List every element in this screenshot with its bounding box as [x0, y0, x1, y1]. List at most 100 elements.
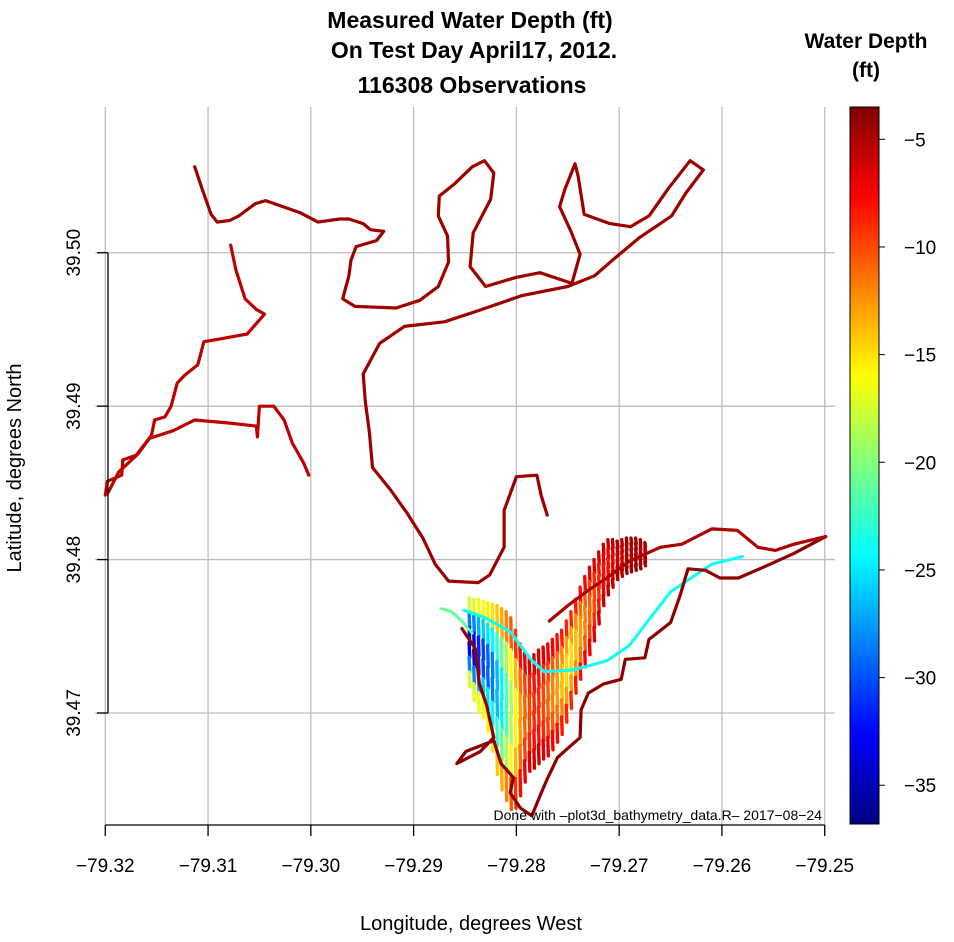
depth-transect-segment — [490, 602, 495, 631]
depth-transect-segment — [546, 679, 551, 702]
depth-transect-segment — [596, 586, 601, 602]
depth-transect-segment — [532, 728, 537, 752]
depth-transect-segment — [499, 637, 504, 671]
depth-transect-segment — [592, 557, 597, 575]
depth-transect-segment — [578, 631, 583, 651]
depth-transect-segment — [513, 687, 518, 721]
depth-transect-segment — [546, 735, 551, 758]
depth-transect-segment — [596, 562, 601, 578]
colorbar-tick-label: −5 — [904, 130, 926, 151]
x-tick-label: −79.32 — [76, 856, 135, 877]
depth-transect-segment — [587, 609, 592, 628]
colorbar-tick-label: −10 — [904, 238, 936, 259]
depth-transect-segment — [550, 674, 555, 697]
depth-transect-segment — [601, 583, 606, 598]
depth-transect-segment — [476, 635, 481, 658]
depth-transect-segment — [550, 692, 555, 715]
x-tick-label: −79.27 — [590, 856, 649, 877]
depth-transect-segment — [546, 716, 551, 739]
y-tick-label: 39.50 — [64, 229, 85, 277]
depth-transect-segment — [555, 686, 560, 709]
depth-transect-segment — [485, 622, 490, 648]
colorbar-tick-label: −35 — [904, 776, 936, 797]
depth-transect-segment — [587, 565, 592, 584]
depth-transect-segment — [518, 743, 523, 773]
depth-transect-segment — [555, 650, 560, 673]
depth-transect-segment — [472, 648, 477, 669]
basin-north-rim — [547, 527, 828, 623]
depth-transect-segment — [559, 698, 564, 719]
depth-transect-segment — [536, 705, 541, 728]
depth-transect-segment — [467, 670, 472, 689]
depth-transect-segment — [495, 716, 500, 748]
depth-transect-segment — [559, 663, 564, 685]
depth-transect-segment — [550, 711, 555, 734]
annotation-text: Done with –plot3d_bathymetry_data.R– 201… — [494, 807, 823, 823]
west-arm-track — [103, 243, 311, 497]
depth-transect-segment — [527, 674, 532, 698]
depth-transect-segment — [606, 583, 611, 597]
depth-transect-segment — [518, 692, 523, 722]
depth-transect-segment — [569, 642, 574, 662]
shoreline-track — [193, 159, 706, 585]
depth-transect-segment — [559, 715, 564, 737]
colorbar — [849, 106, 880, 825]
depth-transect-segment — [532, 709, 537, 733]
colorbar-tick-label: −25 — [904, 561, 936, 582]
depth-transect-segment — [555, 668, 560, 691]
depth-transect-segment — [504, 610, 509, 645]
depth-transect-segment — [532, 690, 537, 714]
depth-transect-segment — [550, 729, 555, 752]
depth-transect-segment — [499, 606, 504, 641]
depth-transect-segment — [490, 651, 495, 680]
y-axis-label: Latitude, degrees North — [4, 363, 26, 572]
depth-transect-segment — [532, 747, 537, 770]
depth-transect-segment — [638, 562, 643, 571]
depth-transect-segment — [555, 704, 560, 726]
depth-transect-segment — [467, 611, 472, 630]
depth-transect-segment — [643, 560, 648, 568]
depth-transect-segment — [592, 584, 597, 602]
depth-transect-segment — [559, 645, 564, 667]
depth-transect-segment — [495, 603, 500, 636]
depth-transect-segment — [583, 620, 588, 639]
depth-transect-segment — [536, 724, 541, 747]
x-tick-label: −79.29 — [384, 856, 443, 877]
depth-transect-segment — [601, 552, 606, 567]
depth-transect-segment — [601, 593, 606, 608]
depth-transect-segment — [481, 618, 486, 642]
depth-transect-segment — [536, 686, 541, 709]
depth-transect-segment — [467, 596, 472, 615]
depth-transect-segment — [518, 718, 523, 747]
depth-transect-segment — [596, 598, 601, 614]
depth-transect-segment — [564, 686, 569, 708]
depth-transect-segment — [467, 640, 472, 659]
y-tick-label: 39.47 — [64, 689, 85, 737]
depth-transect-segment — [569, 658, 574, 678]
x-tick-label: −79.30 — [282, 856, 341, 877]
depth-transect-segment — [541, 664, 546, 687]
depth-transect-segment — [504, 672, 509, 708]
depth-transect-segment — [522, 672, 527, 698]
colorbar-tick-label: −20 — [904, 453, 936, 474]
depth-transect-segment — [583, 650, 588, 669]
colorbar-tick-label: −15 — [904, 346, 936, 367]
depth-transect-segment — [601, 542, 606, 557]
depth-transect-segment — [532, 671, 537, 695]
depth-transect-segment — [518, 768, 523, 798]
depth-transect-segment — [522, 715, 527, 741]
depth-transect-segment — [509, 680, 514, 716]
depth-transect-segment — [596, 550, 601, 566]
depth-transect-segment — [569, 690, 574, 711]
depth-transect-segment — [536, 667, 541, 690]
depth-transect-segment — [472, 665, 477, 686]
depth-transect-segment — [573, 675, 578, 695]
depth-transect-segment — [536, 743, 541, 766]
depth-transect-segment — [527, 750, 532, 774]
depth-transect-segment — [541, 701, 546, 724]
depth-transect-segment — [624, 565, 629, 576]
x-axis-label: Longitude, degrees West — [360, 913, 582, 935]
depth-transect-segment — [583, 635, 588, 654]
x-tick-label: −79.26 — [693, 856, 752, 877]
